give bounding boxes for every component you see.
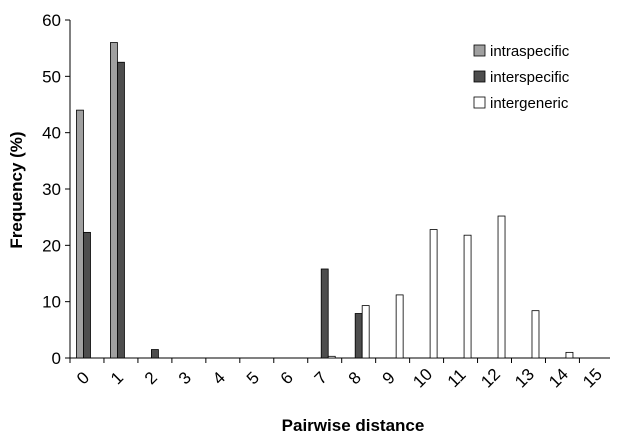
x-tick-label: 10 xyxy=(409,365,436,392)
x-tick-label: 4 xyxy=(209,368,229,388)
y-axis-title: Frequency (%) xyxy=(7,131,26,248)
bar-interspecific-7 xyxy=(320,268,329,359)
bar-interspecific-1 xyxy=(117,61,125,359)
x-tick-label: 2 xyxy=(141,368,161,388)
bar-intergeneric-12 xyxy=(497,215,506,359)
x-tick-label: 15 xyxy=(579,365,606,392)
legend-label-intergeneric: intergeneric xyxy=(490,95,569,112)
x-axis: 0 1 2 3 4 5 6 7 8 9 10 11 12 13 14 15 xyxy=(69,358,606,392)
bar-intergeneric-10 xyxy=(429,229,438,359)
bar-intergeneric-8 xyxy=(361,305,370,359)
bar-intraspecific-1 xyxy=(110,42,118,359)
x-tick-label: 5 xyxy=(243,368,263,388)
y-tick-label: 20 xyxy=(42,236,61,255)
y-tick-label: 50 xyxy=(42,67,61,86)
bar-intergeneric-9 xyxy=(395,294,404,359)
x-tick-label: 3 xyxy=(175,368,195,388)
bar-interspecific-8 xyxy=(354,313,363,359)
bar-intergeneric-11 xyxy=(463,234,472,359)
x-tick-label: 14 xyxy=(545,365,572,392)
x-tick-label: 13 xyxy=(511,365,538,392)
legend: intraspecific interspecific intergeneric xyxy=(473,43,570,112)
bar-interspecific-0 xyxy=(83,231,91,359)
y-tick-label: 60 xyxy=(42,11,61,30)
x-axis-title: Pairwise distance xyxy=(282,416,425,435)
x-tick-label: 12 xyxy=(477,365,504,392)
legend-swatch-intergeneric xyxy=(473,96,486,109)
x-tick-label: 7 xyxy=(311,368,331,388)
bar-intergeneric-14 xyxy=(565,351,574,359)
legend-label-interspecific: interspecific xyxy=(490,69,570,86)
x-tick-label: 0 xyxy=(73,368,93,388)
x-tick-label: 9 xyxy=(379,368,399,388)
y-axis: 0 10 20 30 40 50 60 xyxy=(42,11,70,368)
bar-intergeneric-13 xyxy=(531,310,540,359)
x-tick-label: 1 xyxy=(107,368,127,388)
y-tick-label: 30 xyxy=(42,180,61,199)
bars xyxy=(76,42,574,359)
legend-swatch-interspecific xyxy=(473,70,486,83)
x-tick-label: 8 xyxy=(345,368,365,388)
y-tick-label: 40 xyxy=(42,124,61,143)
x-tick-label: 11 xyxy=(444,365,470,391)
bar-interspecific-2 xyxy=(151,349,159,359)
bar-intergeneric-7 xyxy=(327,355,336,359)
legend-label-intraspecific: intraspecific xyxy=(490,43,570,60)
legend-swatch-intraspecific xyxy=(473,44,486,57)
y-tick-label: 0 xyxy=(52,349,61,368)
bar-intraspecific-0 xyxy=(76,109,84,359)
x-tick-label: 6 xyxy=(277,368,297,388)
y-tick-label: 10 xyxy=(42,293,61,312)
